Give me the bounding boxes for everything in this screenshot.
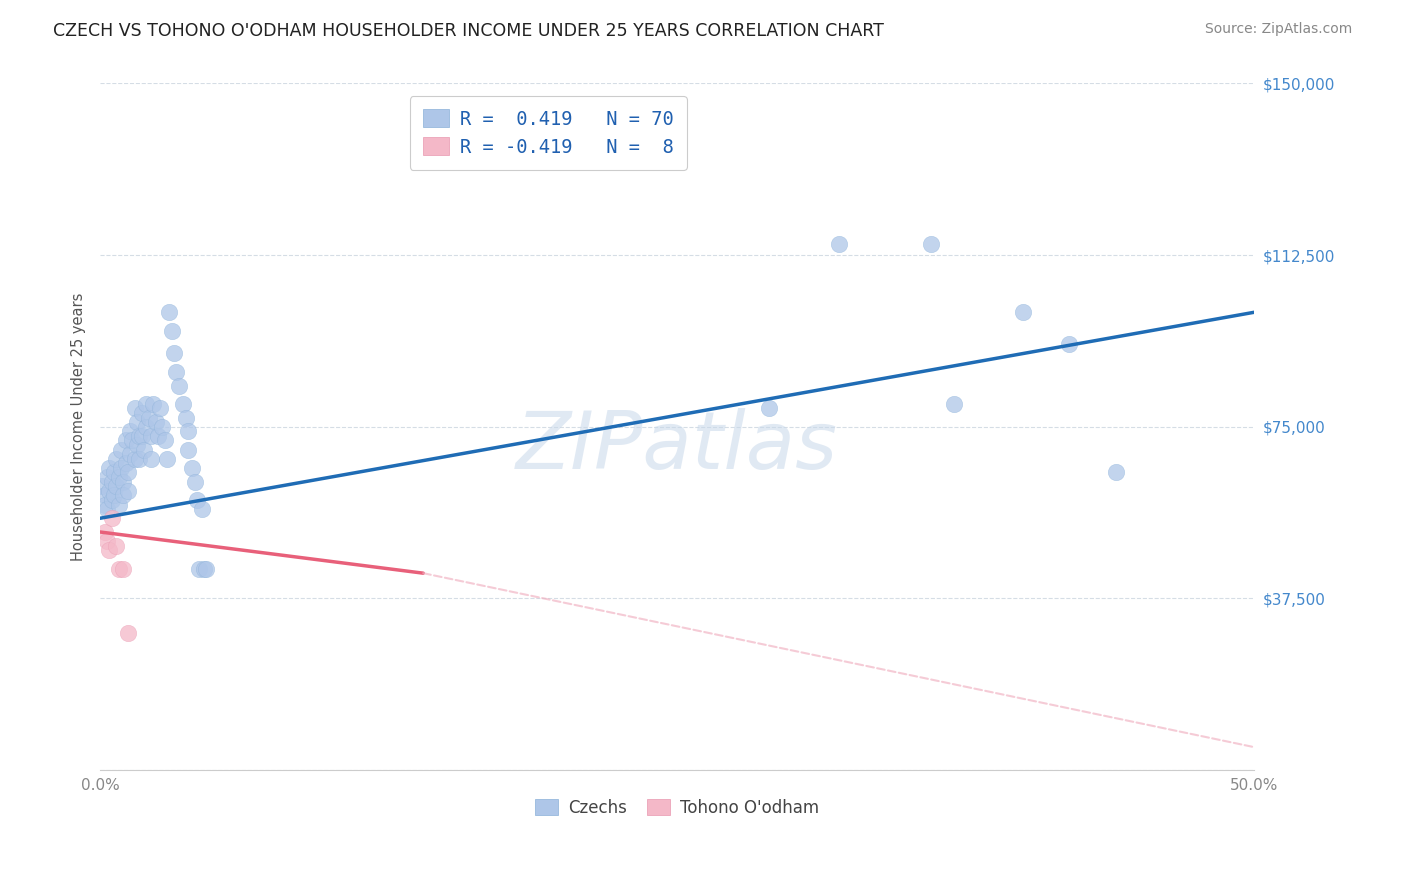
Point bbox=[145, 415, 167, 429]
Point bbox=[105, 539, 128, 553]
Point bbox=[128, 451, 150, 466]
Point bbox=[100, 492, 122, 507]
Point bbox=[112, 561, 135, 575]
Point bbox=[124, 451, 146, 466]
Point bbox=[146, 429, 169, 443]
Point bbox=[184, 475, 207, 489]
Point bbox=[117, 466, 139, 480]
Point bbox=[1059, 337, 1081, 351]
Point bbox=[139, 451, 162, 466]
Point bbox=[125, 415, 148, 429]
Point bbox=[138, 410, 160, 425]
Point bbox=[139, 429, 162, 443]
Point bbox=[135, 397, 157, 411]
Point bbox=[165, 365, 187, 379]
Point bbox=[157, 305, 180, 319]
Text: CZECH VS TOHONO O'ODHAM HOUSEHOLDER INCOME UNDER 25 YEARS CORRELATION CHART: CZECH VS TOHONO O'ODHAM HOUSEHOLDER INCO… bbox=[53, 22, 884, 40]
Point bbox=[167, 378, 190, 392]
Point bbox=[98, 483, 121, 498]
Text: ZIPatlas: ZIPatlas bbox=[516, 409, 838, 486]
Point bbox=[190, 502, 212, 516]
Point bbox=[827, 236, 849, 251]
Point bbox=[117, 483, 139, 498]
Point bbox=[188, 561, 211, 575]
Point bbox=[96, 470, 118, 484]
Point bbox=[110, 461, 132, 475]
Point bbox=[125, 438, 148, 452]
Point bbox=[120, 447, 142, 461]
Point bbox=[110, 442, 132, 457]
Point bbox=[160, 324, 183, 338]
Point bbox=[153, 434, 176, 448]
Point bbox=[114, 434, 136, 448]
Point bbox=[93, 498, 115, 512]
Point bbox=[920, 236, 942, 251]
Point bbox=[149, 401, 172, 416]
Point bbox=[98, 461, 121, 475]
Point bbox=[181, 461, 204, 475]
Point bbox=[177, 425, 200, 439]
Point bbox=[112, 488, 135, 502]
Point bbox=[132, 442, 155, 457]
Point bbox=[107, 470, 129, 484]
Point bbox=[128, 429, 150, 443]
Point bbox=[112, 475, 135, 489]
Point bbox=[98, 543, 121, 558]
Point bbox=[193, 561, 215, 575]
Point bbox=[186, 492, 208, 507]
Point bbox=[1012, 305, 1035, 319]
Point bbox=[100, 475, 122, 489]
Point bbox=[174, 410, 197, 425]
Point bbox=[91, 479, 114, 493]
Point bbox=[105, 451, 128, 466]
Point bbox=[131, 429, 153, 443]
Point bbox=[124, 401, 146, 416]
Point bbox=[131, 406, 153, 420]
Point bbox=[120, 425, 142, 439]
Point bbox=[114, 456, 136, 470]
Legend: Czechs, Tohono O'odham: Czechs, Tohono O'odham bbox=[529, 792, 827, 823]
Point bbox=[93, 488, 115, 502]
Point bbox=[96, 534, 118, 549]
Point bbox=[172, 397, 194, 411]
Point bbox=[96, 502, 118, 516]
Point bbox=[943, 397, 966, 411]
Point bbox=[121, 434, 143, 448]
Point bbox=[163, 346, 186, 360]
Point bbox=[107, 561, 129, 575]
Point bbox=[156, 451, 179, 466]
Point bbox=[1104, 466, 1126, 480]
Point bbox=[103, 466, 125, 480]
Y-axis label: Householder Income Under 25 years: Householder Income Under 25 years bbox=[72, 293, 86, 561]
Point bbox=[105, 479, 128, 493]
Point bbox=[177, 442, 200, 457]
Point bbox=[142, 397, 165, 411]
Point bbox=[103, 488, 125, 502]
Text: Source: ZipAtlas.com: Source: ZipAtlas.com bbox=[1205, 22, 1353, 37]
Point bbox=[93, 524, 115, 539]
Point bbox=[107, 498, 129, 512]
Point bbox=[100, 511, 122, 525]
Point bbox=[135, 419, 157, 434]
Point bbox=[195, 561, 218, 575]
Point bbox=[117, 625, 139, 640]
Point bbox=[152, 419, 174, 434]
Point bbox=[758, 401, 780, 416]
